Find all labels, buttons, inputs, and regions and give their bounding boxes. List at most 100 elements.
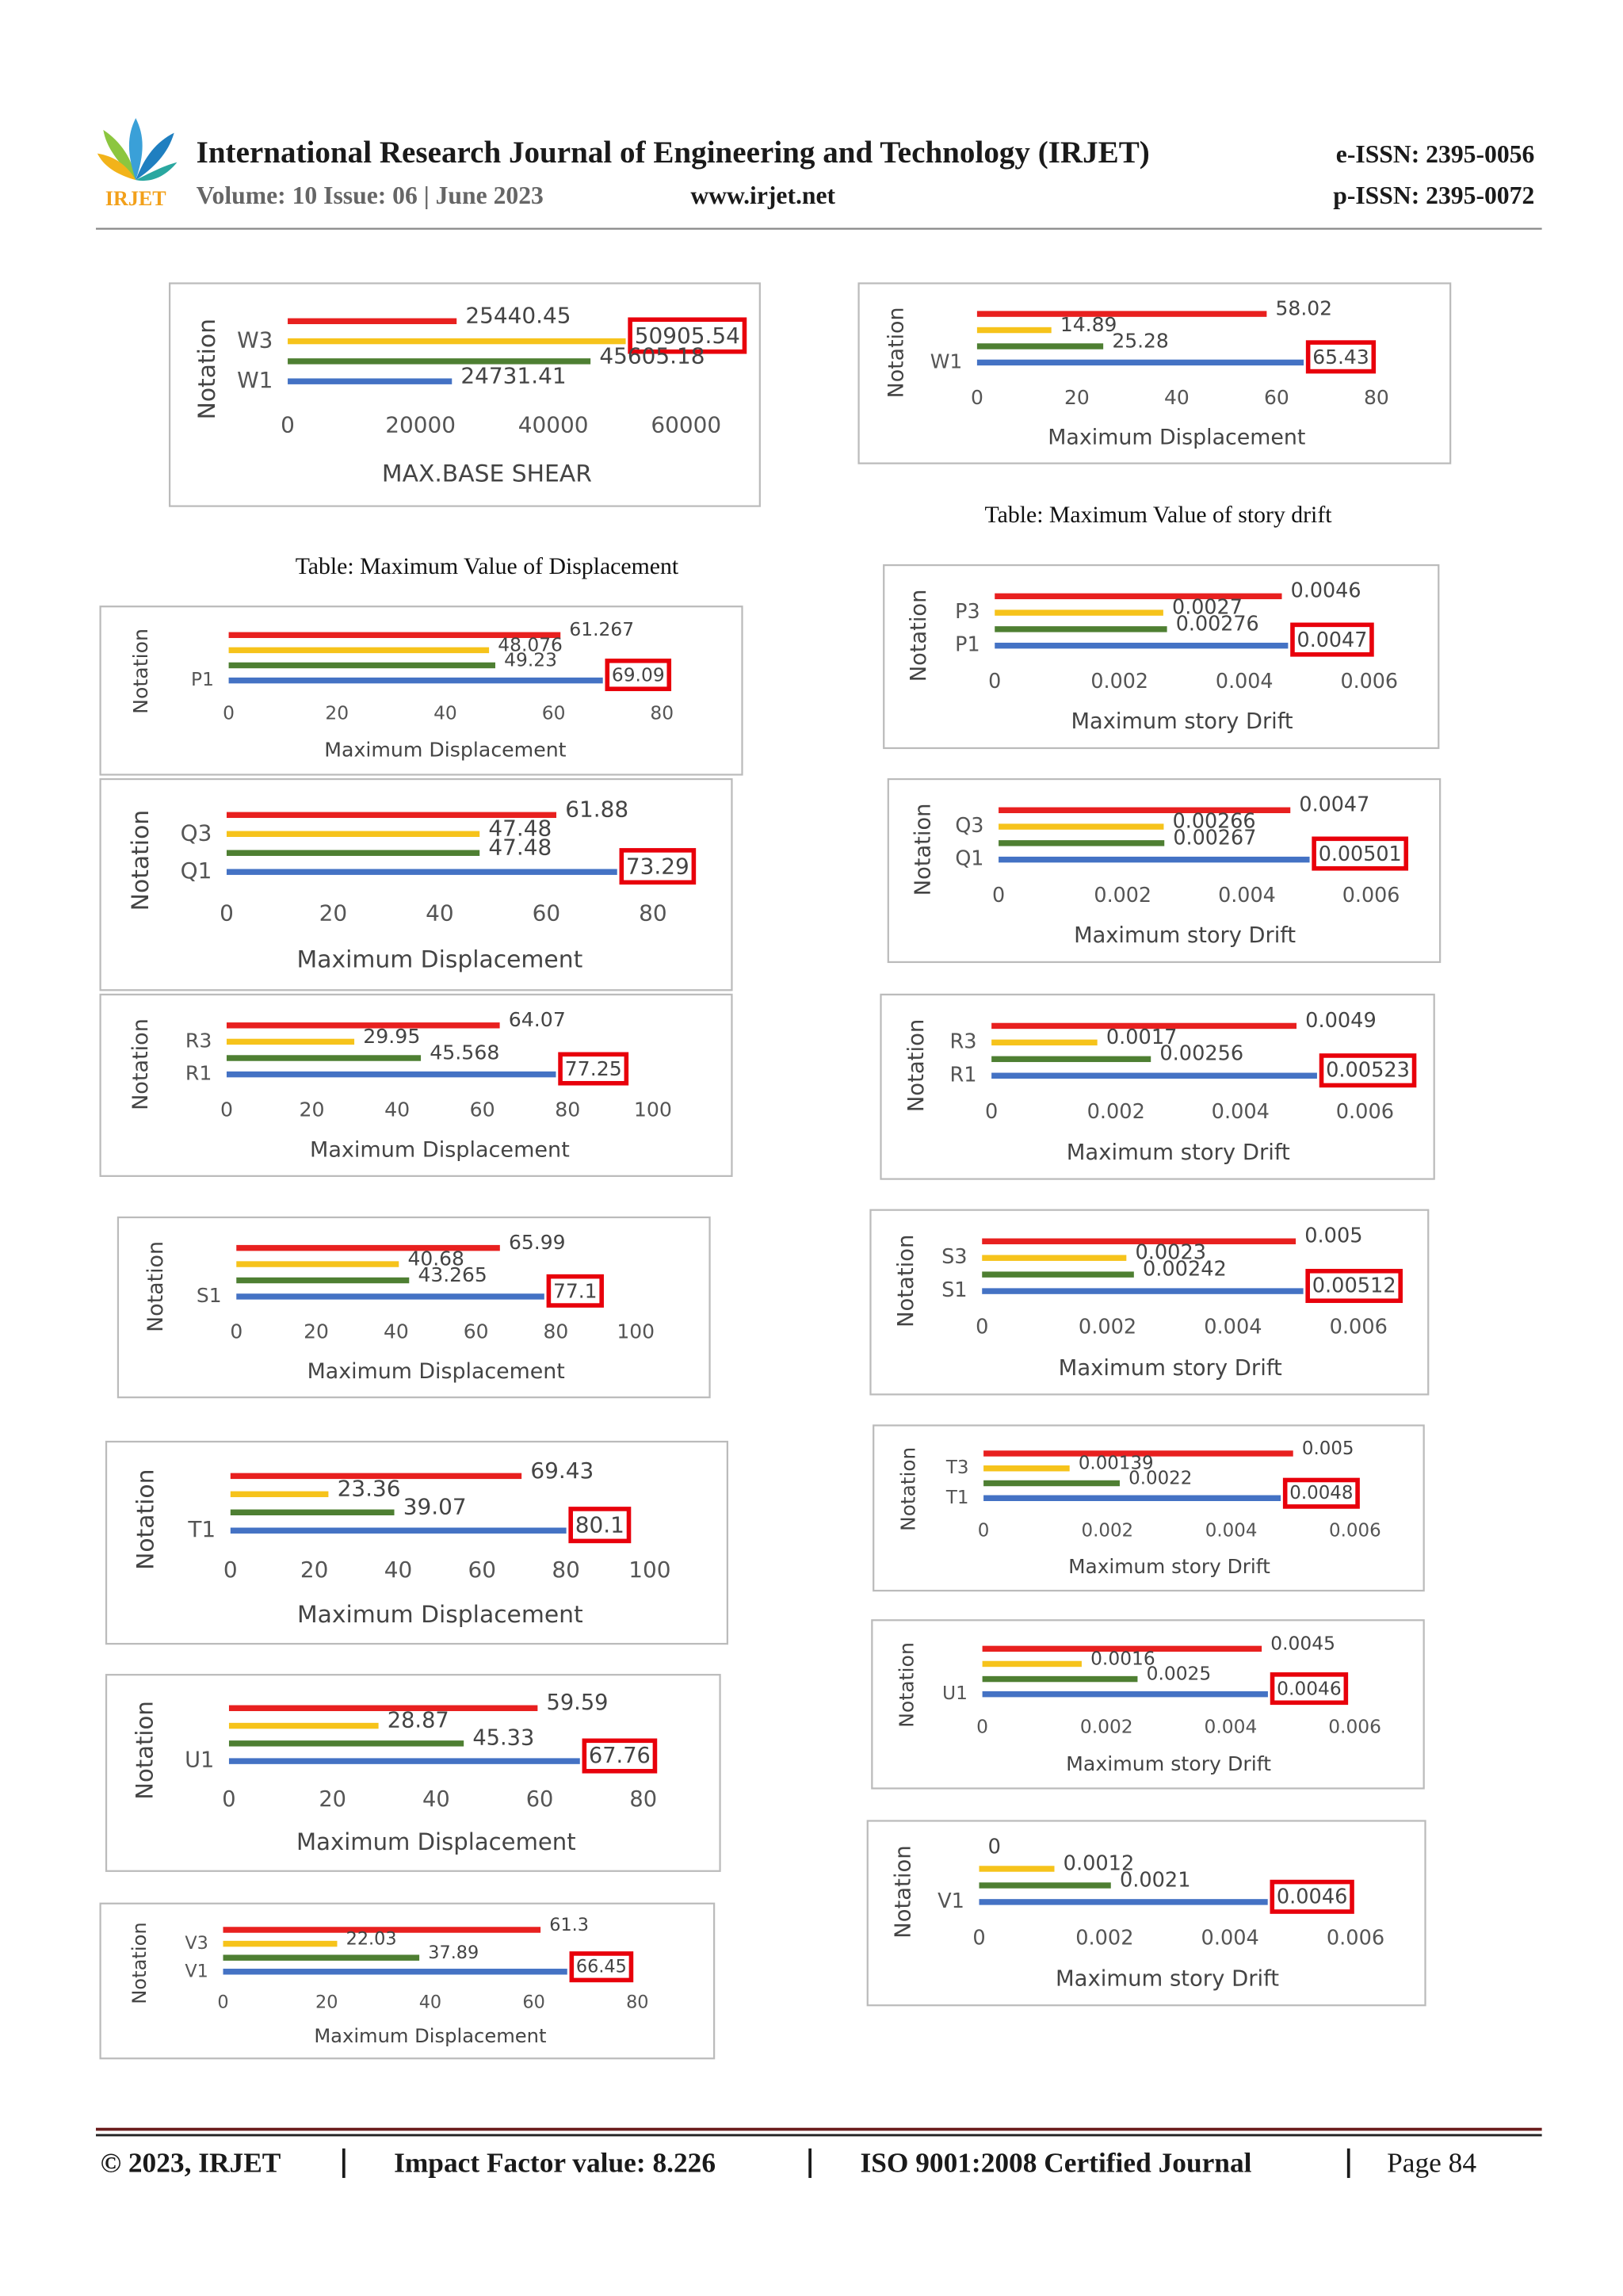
x-tick-label: 20: [1064, 386, 1090, 409]
x-tick-label: 80: [629, 1787, 657, 1812]
value-label: 0.0017: [1106, 1026, 1178, 1049]
bar: [991, 1072, 1317, 1079]
x-tick-label: 60: [533, 900, 561, 926]
bar: [982, 1288, 1304, 1294]
x-axis-label: Maximum story Drift: [1056, 1967, 1279, 1992]
bar: [228, 1740, 464, 1747]
bar: [223, 1940, 338, 1947]
y-axis-label: Notation: [894, 1235, 918, 1328]
x-tick-label: 0.004: [1204, 1316, 1262, 1339]
chart: 0 20000 40000 60000 MAX.BASE SHEAR Notation 25…: [168, 282, 761, 507]
value-label: 66.45: [576, 1957, 627, 1977]
chart: 0 20 40 60 80 100 Maximum Displacement Notation…: [99, 993, 733, 1177]
x-tick-label: 80: [552, 1557, 580, 1583]
category-label: P1: [955, 632, 980, 656]
category-label: Q3: [955, 813, 983, 837]
x-tick-label: 0: [222, 1787, 235, 1812]
x-tick-label: 0: [220, 900, 234, 926]
value-label: 45.568: [430, 1041, 499, 1064]
x-tick-label: 40: [419, 1992, 441, 2012]
bar: [976, 359, 1304, 366]
x-axis-label: Maximum Displacement: [296, 1828, 576, 1855]
bar: [979, 1866, 1055, 1872]
y-axis-label: Notation: [896, 1642, 918, 1728]
highlight-box: [1282, 1477, 1360, 1509]
value-label: 65.99: [509, 1231, 565, 1254]
x-tick-label: 60000: [651, 411, 721, 437]
value-label: 45.33: [472, 1726, 534, 1751]
value-label: 22.03: [346, 1928, 397, 1949]
chart: 0 0.002 0.004 0.006 Maximum story Drift Notat…: [866, 1820, 1426, 2007]
bar: [982, 1690, 1268, 1698]
value-label: 73.29: [626, 854, 689, 880]
category-label: V1: [185, 1961, 208, 1981]
category-label: Q1: [181, 858, 212, 884]
bar: [226, 869, 617, 875]
category-label: S3: [941, 1245, 968, 1269]
bar: [976, 327, 1052, 334]
highlight-box: [1312, 836, 1409, 871]
x-tick-label: 0: [978, 1520, 990, 1541]
x-axis-label: Maximum Displacement: [297, 946, 583, 974]
x-tick-label: 60: [470, 1098, 495, 1121]
bar: [226, 1055, 422, 1061]
bar: [999, 840, 1165, 846]
chart: 0 20 40 60 80 Maximum Displacement Notation 58.…: [857, 282, 1452, 464]
bar: [982, 1660, 1082, 1668]
bar: [228, 1758, 580, 1764]
x-tick-label: 40: [426, 900, 454, 926]
bar: [226, 850, 480, 856]
y-axis-label: Notation: [911, 804, 936, 896]
category-label: T1: [945, 1488, 969, 1508]
bar: [979, 1882, 1111, 1889]
category-label: T3: [945, 1457, 969, 1478]
x-tick-label: 40000: [518, 411, 589, 437]
chart: 0 20 40 60 80 Maximum Displacement Notation 59.…: [105, 1674, 721, 1872]
value-label: 49.23: [504, 648, 557, 670]
caption: Table: Maximum Value of Displacement: [296, 553, 679, 579]
x-axis-label: Maximum Displacement: [314, 2025, 546, 2047]
chart: 0 0.002 0.004 0.006 Maximum story Drift Notat…: [869, 1209, 1430, 1396]
x-tick-label: 0.002: [1080, 1716, 1133, 1738]
bar: [226, 831, 480, 837]
value-label: 0.00276: [1176, 611, 1259, 635]
x-tick-label: 0.004: [1205, 1520, 1258, 1541]
value-label: 77.25: [565, 1057, 622, 1080]
bar: [995, 609, 1163, 616]
category-label: U1: [942, 1682, 968, 1704]
x-tick-label: 60: [464, 1320, 489, 1343]
value-label: 0.0049: [1305, 1009, 1377, 1033]
value-label: 0.0046: [1277, 1885, 1348, 1908]
x-tick-label: 100: [617, 1320, 655, 1343]
value-label: 0.0016: [1090, 1647, 1155, 1669]
x-tick-label: 100: [628, 1557, 670, 1583]
value-label: 77.1: [553, 1279, 598, 1302]
x-tick-label: 60: [542, 702, 566, 724]
category-label: W1: [237, 367, 273, 393]
chart: 0 0.002 0.004 0.006 Maximum story Drift Notat…: [880, 993, 1435, 1180]
value-label: 37.89: [428, 1943, 479, 1963]
value-label: 0: [988, 1835, 1001, 1859]
x-tick-label: 0: [976, 1716, 988, 1738]
bar: [226, 1038, 355, 1045]
y-axis-label: Notation: [128, 1018, 153, 1110]
value-label: 24731.41: [460, 363, 566, 389]
y-axis-label: Notation: [143, 1241, 168, 1332]
x-tick-label: 60: [526, 1787, 554, 1812]
value-label: 0.0046: [1277, 1678, 1342, 1700]
y-axis-label: Notation: [907, 590, 931, 682]
bar: [288, 358, 591, 365]
chart: 0 20 40 60 80 Maximum Displacement Notation 61.…: [99, 777, 733, 991]
value-label: 0.00266: [1173, 808, 1256, 832]
x-tick-label: 80: [1364, 386, 1389, 409]
value-label: 0.0027: [1172, 595, 1243, 619]
x-axis-label: Maximum story Drift: [1059, 1356, 1282, 1381]
bar: [228, 677, 603, 684]
x-tick-label: 0: [992, 883, 1005, 907]
chart: 0 0.002 0.004 0.006 Maximum story Drift Notat…: [883, 563, 1440, 750]
x-axis-label: Maximum Displacement: [297, 1601, 583, 1629]
chart: 0 0.002 0.004 0.006 Maximum story Drift Notat…: [873, 1424, 1425, 1592]
x-tick-label: 0.002: [1082, 1520, 1134, 1541]
journal-title: International Research Journal of Engine…: [197, 136, 1150, 170]
y-axis-label: Notation: [131, 1701, 158, 1800]
